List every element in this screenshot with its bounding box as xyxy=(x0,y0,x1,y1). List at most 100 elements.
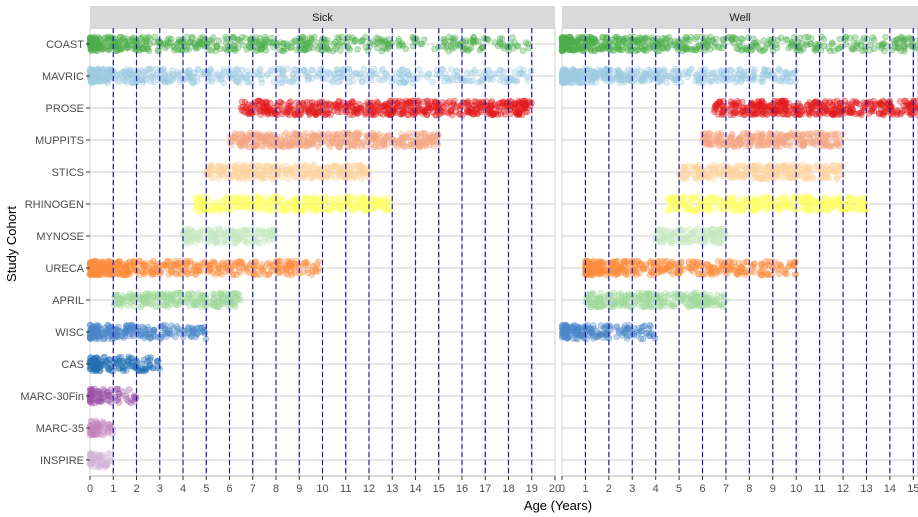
point-rhinogen xyxy=(236,203,243,210)
x-tick-label: 3 xyxy=(157,483,163,495)
point-mavric xyxy=(88,72,96,80)
point-cas xyxy=(153,359,161,366)
point-coast xyxy=(665,33,673,41)
point-april xyxy=(210,295,217,302)
point-coast xyxy=(283,45,290,52)
point-ureca xyxy=(115,271,122,278)
point-cas xyxy=(119,359,126,366)
point-muppits xyxy=(291,129,298,137)
point-prose xyxy=(500,108,508,115)
point-rhinogen xyxy=(192,194,199,202)
point-ureca xyxy=(293,257,300,265)
point-mavric xyxy=(468,69,475,77)
point-wisc xyxy=(95,323,103,330)
point-muppits xyxy=(430,143,438,150)
point-coast xyxy=(175,36,183,43)
point-cas xyxy=(146,362,154,369)
point-mavric xyxy=(360,65,367,73)
point-stics xyxy=(327,168,335,175)
point-ureca xyxy=(180,267,188,274)
point-ureca xyxy=(281,264,288,271)
point-wisc xyxy=(173,323,181,330)
point-coast xyxy=(746,44,754,51)
point-prose xyxy=(348,99,355,106)
point-muppits xyxy=(345,139,352,146)
point-coast xyxy=(311,33,318,41)
point-rhinogen xyxy=(341,197,349,204)
point-coast xyxy=(830,47,838,54)
point-rhinogen xyxy=(246,205,254,213)
point-stics xyxy=(302,161,309,169)
point-muppits xyxy=(418,130,426,137)
point-ureca xyxy=(207,265,214,272)
point-mavric xyxy=(524,77,531,84)
point-prose xyxy=(426,104,433,112)
point-coast xyxy=(772,41,780,49)
point-mynose xyxy=(255,226,262,233)
point-mavric xyxy=(384,73,391,80)
point-wisc xyxy=(130,332,137,339)
point-ureca xyxy=(92,259,99,267)
point-ureca xyxy=(132,266,139,273)
x-tick-label: 8 xyxy=(273,483,279,495)
point-april xyxy=(173,290,180,297)
point-prose xyxy=(403,99,411,106)
point-coast xyxy=(325,47,332,54)
point-april xyxy=(181,299,188,306)
point-coast xyxy=(86,34,94,41)
point-stics xyxy=(330,162,338,170)
point-marc-30fin xyxy=(116,390,123,397)
point-rhinogen xyxy=(280,203,287,211)
point-ureca xyxy=(233,262,240,269)
point-coast xyxy=(777,34,785,41)
point-mavric xyxy=(279,69,286,76)
point-april xyxy=(197,294,205,302)
point-coast xyxy=(175,46,182,54)
point-coast xyxy=(851,34,859,41)
point-mynose xyxy=(211,226,219,234)
point-mavric xyxy=(220,66,227,73)
point-cas xyxy=(93,366,100,373)
point-mavric xyxy=(114,78,122,85)
point-stics xyxy=(262,174,269,182)
point-muppits xyxy=(400,141,407,148)
point-coast xyxy=(624,47,631,54)
point-muppits xyxy=(381,132,388,140)
point-mavric xyxy=(361,71,369,78)
point-ureca xyxy=(300,268,307,276)
point-ureca xyxy=(163,262,170,269)
point-coast xyxy=(857,41,865,48)
point-mavric xyxy=(444,75,451,82)
point-mavric xyxy=(424,74,431,81)
point-prose xyxy=(336,98,343,106)
point-ureca xyxy=(216,269,223,276)
point-mavric xyxy=(169,76,177,84)
point-stics xyxy=(293,174,300,182)
point-mynose xyxy=(240,226,248,233)
strip-sick xyxy=(90,6,555,28)
point-marc-30fin xyxy=(125,386,133,393)
point-rhinogen xyxy=(325,195,332,203)
point-prose xyxy=(353,107,361,114)
point-coast xyxy=(374,39,381,47)
point-prose xyxy=(284,108,291,115)
point-stics xyxy=(314,171,321,178)
point-coast xyxy=(95,41,103,48)
point-mavric xyxy=(235,79,243,87)
point-muppits xyxy=(292,140,300,147)
point-prose xyxy=(315,103,322,111)
point-ureca xyxy=(275,270,283,277)
point-mavric xyxy=(405,72,412,79)
point-rhinogen xyxy=(215,206,222,214)
point-ureca xyxy=(276,257,283,265)
point-mavric xyxy=(137,66,144,74)
point-ureca xyxy=(219,259,226,266)
point-wisc xyxy=(189,324,196,332)
point-coast xyxy=(478,44,485,52)
point-coast xyxy=(560,36,567,44)
point-muppits xyxy=(419,141,426,148)
point-prose xyxy=(488,102,495,109)
point-april xyxy=(137,303,144,310)
